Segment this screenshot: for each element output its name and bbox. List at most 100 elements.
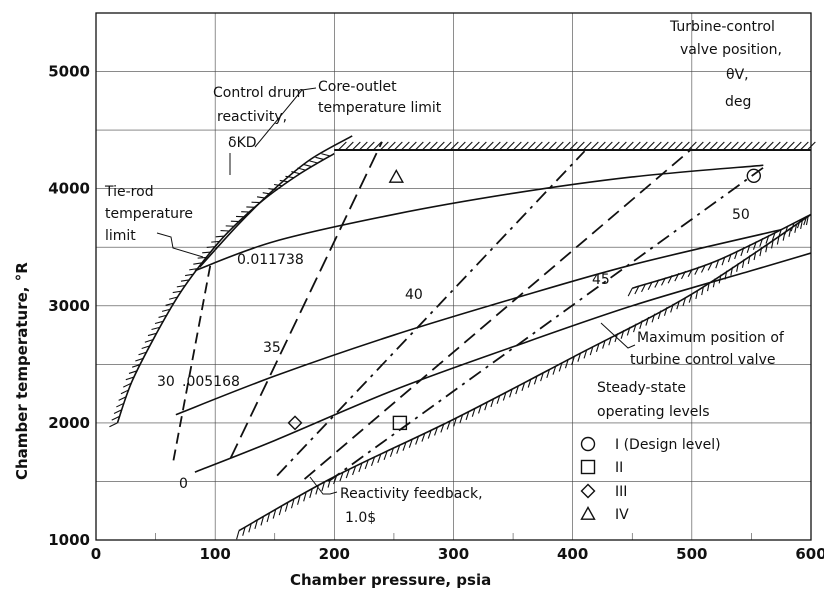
hatch-mark: [285, 175, 295, 179]
hatch-mark: [533, 375, 538, 385]
hatch-mark: [128, 370, 138, 374]
hatch-mark: [788, 227, 792, 237]
valve-label-35: 35: [263, 340, 281, 356]
hatch-mark: [509, 388, 513, 398]
hatch-mark: [144, 338, 154, 343]
hatch-mark: [151, 326, 161, 331]
hatch-mark: [291, 171, 301, 175]
hatch-mark: [449, 141, 459, 151]
reactivity-feedback-label: Reactivity feedback, 1.0$: [340, 486, 483, 526]
hatch-mark: [708, 141, 718, 151]
hatch-mark: [407, 141, 417, 151]
hatch-mark: [552, 365, 557, 375]
operating-point-markers: [287, 168, 761, 520]
hatch-mark: [546, 369, 551, 379]
hatch-mark: [805, 216, 809, 226]
hatch-mark: [638, 141, 648, 151]
reactivity-curve: [194, 252, 812, 473]
reactivity-curve: [175, 228, 782, 416]
hatch-mark: [446, 420, 451, 430]
hatch-mark: [670, 303, 674, 313]
hatch-mark: [113, 409, 123, 415]
plot-frame: [95, 12, 812, 541]
hatch-mark: [477, 141, 487, 151]
hatch-mark: [666, 141, 676, 151]
operating-point-diamond: [287, 415, 303, 431]
operating-point-triangle: [388, 169, 404, 183]
hatch-mark: [154, 320, 164, 325]
svg-text:reactivity,: reactivity,: [217, 109, 287, 125]
hatch-mark: [771, 141, 781, 151]
hatch-mark: [512, 141, 522, 151]
hatch-mark: [396, 445, 401, 454]
hatch-mark: [695, 290, 699, 300]
reactivity-curve: [199, 135, 353, 268]
hatch-mark: [610, 141, 620, 151]
hatch-mark: [248, 523, 252, 533]
valve-position-title: Turbine-control valve position, θV, deg: [669, 19, 782, 110]
legend-symbol-circle: [580, 436, 596, 452]
hatch-mark: [118, 395, 127, 401]
hatch-mark: [125, 376, 135, 381]
hatch-mark: [386, 141, 396, 151]
hatch-mark: [617, 141, 627, 151]
hatch-mark: [700, 264, 707, 273]
svg-text:Tie-rod: Tie-rod: [104, 184, 154, 200]
hatch-mark: [344, 141, 354, 151]
hatch-mark: [707, 262, 713, 271]
hatch-mark: [478, 404, 482, 414]
svg-text:Steady-state: Steady-state: [597, 380, 686, 396]
hatch-mark: [421, 141, 431, 151]
hatch-mark: [740, 247, 745, 257]
svg-text:Maximum position of: Maximum position of: [637, 330, 785, 346]
x-tick-label: 400: [557, 545, 588, 563]
valve-position-line: [229, 141, 383, 459]
hatch-mark: [526, 141, 536, 151]
hatch-mark: [661, 277, 667, 286]
hatch-mark: [453, 417, 457, 427]
hatch-mark: [321, 482, 325, 492]
hatch-mark: [533, 141, 543, 151]
hatch-mark: [722, 141, 732, 151]
hatch-mark: [589, 141, 599, 151]
hatch-mark: [596, 141, 606, 151]
hatch-mark: [652, 141, 662, 151]
hatch-mark: [799, 141, 809, 151]
steady-state-label: Steady-state operating levels: [597, 380, 710, 420]
hatch-mark: [254, 520, 258, 530]
curve-label-0005168: .005168: [182, 374, 240, 390]
y-tick-label: 3000: [48, 297, 90, 315]
hatch-mark: [800, 220, 803, 230]
legend-label-i: I (Design level): [615, 437, 721, 453]
hatch-mark: [185, 273, 194, 277]
hatch-mark: [123, 382, 132, 388]
hatch-mark: [161, 308, 171, 312]
valve-label-45: 45: [592, 272, 610, 288]
hatch-mark: [540, 372, 544, 382]
hatch-mark: [734, 250, 739, 260]
hatch-mark: [558, 362, 563, 372]
svg-text:deg: deg: [725, 94, 751, 110]
hatch-mark: [794, 223, 798, 233]
hatch-mark: [176, 284, 186, 288]
hatch-mark: [750, 141, 760, 151]
hatch-mark: [521, 382, 526, 391]
hatch-mark: [694, 266, 700, 275]
hatch-mark: [620, 330, 625, 339]
svg-text:Core-outlet: Core-outlet: [318, 79, 397, 95]
hatch-mark: [138, 351, 148, 356]
svg-text:θV,: θV,: [726, 67, 749, 83]
x-tick-label: 600: [795, 545, 824, 563]
valve-position-line: [303, 148, 693, 480]
hatch-mark: [706, 282, 710, 292]
hatch-mark: [641, 283, 647, 293]
hatch-mark: [721, 256, 726, 266]
legend-label-ii: II: [615, 460, 623, 476]
hatch-mark: [527, 378, 532, 388]
hatch-mark: [141, 345, 151, 350]
hatch-mark: [771, 231, 776, 241]
hatch-mark: [603, 141, 613, 151]
hatch-mark: [595, 343, 600, 352]
limit-curve: [632, 213, 812, 289]
legend-symbol-square: [580, 459, 596, 475]
